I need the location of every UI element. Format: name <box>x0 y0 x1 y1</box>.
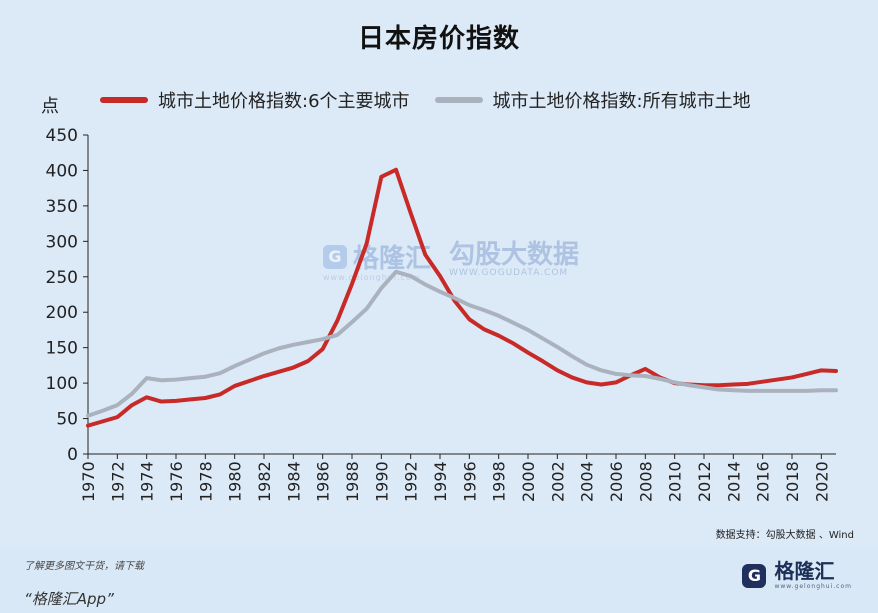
footer-app-name: “格隆汇App” <box>24 590 114 608</box>
x-tick-label: 2012 <box>695 461 714 502</box>
y-tick-label: 200 <box>46 303 78 323</box>
footer-promo: 了解更多图文干货，请下载 “格隆汇App” <box>24 557 144 609</box>
x-tick-label: 2010 <box>666 461 685 502</box>
watermark-right-subtext: WWW.GOGUDATA.COM <box>449 268 569 278</box>
legend-item-six-cities: 城市土地价格指数:6个主要城市 <box>100 87 410 113</box>
x-tick-label: 1972 <box>108 461 127 502</box>
x-tick-label: 2018 <box>783 461 802 502</box>
x-tick-label: 2008 <box>636 461 655 502</box>
legend-label-six-cities: 城市土地价格指数:6个主要城市 <box>158 91 410 112</box>
x-tick-label: 2002 <box>548 461 567 502</box>
x-tick-label: 2016 <box>754 461 773 502</box>
brand-icon: G <box>742 563 767 588</box>
watermark-right-text: 勾股大数据 <box>449 240 580 270</box>
y-tick-label: 100 <box>46 374 78 394</box>
x-tick-label: 1980 <box>226 461 245 502</box>
brand-name: 格隆汇 <box>774 559 835 583</box>
y-axis-unit: 点 <box>41 96 59 117</box>
legend-item-all-cities: 城市土地价格指数:所有城市土地 <box>434 87 751 113</box>
watermark-left-subtext: www.gelonghui.com <box>323 273 421 282</box>
y-tick-label: 0 <box>67 445 78 465</box>
series-line-six-cities <box>86 167 838 428</box>
line-chart: 0 50 100 150 200 250 300 350 400 450 1970 1972 1974 1… <box>46 126 838 502</box>
x-tick-label: 1998 <box>490 461 509 502</box>
brand-url: www.gelonghui.com <box>774 583 852 590</box>
legend-swatch-six-cities <box>100 97 148 103</box>
chart-legend: 城市土地价格指数:6个主要城市 城市土地价格指数:所有城市土地 <box>100 87 751 113</box>
x-tick-label: 1996 <box>460 461 479 502</box>
x-tick-label: 1982 <box>255 461 274 502</box>
y-tick-label: 350 <box>46 197 78 217</box>
x-tick-label: 2000 <box>519 461 538 502</box>
axes-group: 0 50 100 150 200 250 300 350 400 450 1970 1972 1974 1… <box>46 126 836 502</box>
x-tick-label: 2006 <box>607 461 626 502</box>
watermark-right: 勾股大数据 WWW.GOGUDATA.COM <box>449 242 579 278</box>
x-tick-label: 1994 <box>431 461 450 502</box>
x-tick-label: 1978 <box>196 461 215 502</box>
series-group <box>86 167 838 428</box>
y-tick-label: 250 <box>46 268 78 288</box>
x-tick-label: 1986 <box>314 461 333 502</box>
y-tick-label: 400 <box>46 161 78 181</box>
footer-note: 了解更多图文干货，请下载 <box>24 561 144 572</box>
y-tick-label: 450 <box>46 126 78 146</box>
x-tick-label: 1992 <box>402 461 421 502</box>
brand-text-wrap: 格隆汇 www.gelonghui.com <box>774 561 852 590</box>
x-tick-label: 2004 <box>578 461 597 502</box>
x-tick-label: 1970 <box>79 461 98 502</box>
x-tick-label: 2020 <box>812 461 831 502</box>
x-tick-label: 1990 <box>372 461 391 502</box>
y-tick-label: 50 <box>56 410 78 430</box>
x-tick-label: 1976 <box>167 461 186 502</box>
y-tick-label: 300 <box>46 232 78 252</box>
chart-panel: 日本房价指数 点 城市土地价格指数:6个主要城市 城市土地价格指数:所有城市土地… <box>41 24 854 541</box>
x-tick-label: 2014 <box>724 461 743 502</box>
series-line-all-cities <box>86 269 838 418</box>
legend-label-all-cities: 城市土地价格指数:所有城市土地 <box>492 91 751 112</box>
x-tick-label: 1988 <box>343 461 362 502</box>
y-tick-label: 150 <box>46 339 78 359</box>
chart-title: 日本房价指数 <box>357 24 520 54</box>
watermark-g-icon: G <box>323 244 347 269</box>
x-tick-label: 1984 <box>284 461 303 502</box>
legend-swatch-all-cities <box>434 97 483 103</box>
x-tick-label: 1974 <box>138 461 157 502</box>
brand-logo: G 格隆汇 www.gelonghui.com <box>742 561 852 590</box>
chart-source: 数据支持：勾股大数据 、Wind <box>715 530 854 541</box>
